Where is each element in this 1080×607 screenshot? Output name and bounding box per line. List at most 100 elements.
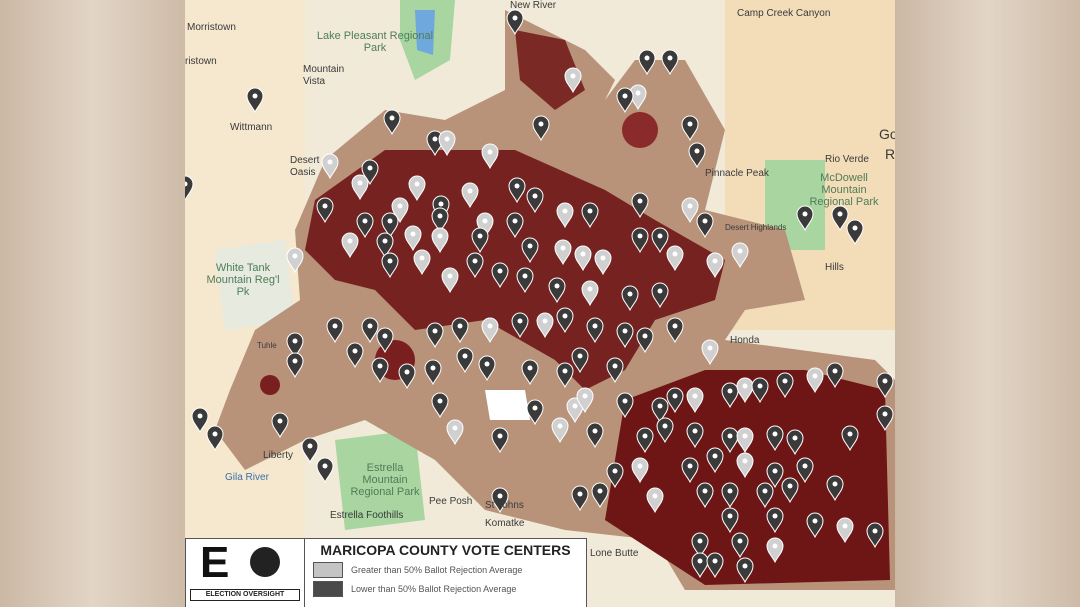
vote-center-pin-dark[interactable]	[521, 359, 539, 386]
vote-center-pin-dark[interactable]	[586, 317, 604, 344]
vote-center-pin-dark[interactable]	[766, 507, 784, 534]
map[interactable]: Morristown ristown Lake Pleasant Regiona…	[185, 0, 895, 607]
vote-center-pin-light[interactable]	[736, 452, 754, 479]
vote-center-pin-dark[interactable]	[506, 9, 524, 36]
vote-center-pin-dark[interactable]	[478, 355, 496, 382]
vote-center-pin-light[interactable]	[566, 397, 584, 424]
vote-center-pin-dark[interactable]	[286, 332, 304, 359]
vote-center-pin-dark[interactable]	[766, 462, 784, 489]
vote-center-pin-dark[interactable]	[721, 482, 739, 509]
vote-center-pin-dark[interactable]	[661, 49, 679, 76]
vote-center-pin-dark[interactable]	[681, 115, 699, 142]
vote-center-pin-light[interactable]	[551, 417, 569, 444]
vote-center-pin-light[interactable]	[574, 245, 592, 272]
vote-center-pin-dark[interactable]	[383, 109, 401, 136]
vote-center-pin-dark[interactable]	[431, 392, 449, 419]
vote-center-pin-dark[interactable]	[191, 407, 209, 434]
vote-center-pin-dark[interactable]	[846, 219, 864, 246]
vote-center-pin-light[interactable]	[404, 225, 422, 252]
vote-center-pin-dark[interactable]	[398, 363, 416, 390]
vote-center-pin-light[interactable]	[731, 242, 749, 269]
vote-center-pin-light[interactable]	[481, 317, 499, 344]
vote-center-pin-light[interactable]	[706, 252, 724, 279]
vote-center-pin-light[interactable]	[686, 387, 704, 414]
vote-center-pin-dark[interactable]	[616, 322, 634, 349]
vote-center-pin-dark[interactable]	[631, 227, 649, 254]
vote-center-pin-dark[interactable]	[806, 512, 824, 539]
vote-center-pin-dark[interactable]	[876, 405, 894, 432]
vote-center-pin-light[interactable]	[581, 280, 599, 307]
vote-center-pin-dark[interactable]	[346, 342, 364, 369]
vote-center-pin-dark[interactable]	[826, 475, 844, 502]
vote-center-pin-dark[interactable]	[651, 282, 669, 309]
vote-center-pin-light[interactable]	[481, 143, 499, 170]
vote-center-pin-dark[interactable]	[631, 192, 649, 219]
vote-center-pin-dark[interactable]	[356, 212, 374, 239]
vote-center-pin-dark[interactable]	[686, 422, 704, 449]
vote-center-pin-light[interactable]	[408, 175, 426, 202]
vote-center-pin-dark[interactable]	[376, 327, 394, 354]
vote-center-pin-dark[interactable]	[491, 487, 509, 514]
vote-center-pin-dark[interactable]	[508, 177, 526, 204]
vote-center-pin-dark[interactable]	[841, 425, 859, 452]
vote-center-pin-dark[interactable]	[571, 347, 589, 374]
vote-center-pin-light[interactable]	[681, 197, 699, 224]
vote-center-pin-dark[interactable]	[316, 197, 334, 224]
vote-center-pin-dark[interactable]	[556, 362, 574, 389]
vote-center-pin-light[interactable]	[576, 387, 594, 414]
vote-center-pin-dark[interactable]	[606, 462, 624, 489]
vote-center-pin-dark[interactable]	[666, 387, 684, 414]
vote-center-pin-light[interactable]	[736, 427, 754, 454]
vote-center-pin-dark[interactable]	[621, 285, 639, 312]
vote-center-pin-dark[interactable]	[511, 312, 529, 339]
vote-center-pin-light[interactable]	[666, 245, 684, 272]
vote-center-pin-dark[interactable]	[636, 327, 654, 354]
vote-center-pin-dark[interactable]	[751, 377, 769, 404]
vote-center-pin-light[interactable]	[701, 339, 719, 366]
vote-center-pin-light[interactable]	[321, 153, 339, 180]
vote-center-pin-dark[interactable]	[246, 87, 264, 114]
vote-center-pin-dark[interactable]	[424, 359, 442, 386]
vote-center-pin-dark[interactable]	[691, 532, 709, 559]
vote-center-pin-dark[interactable]	[616, 392, 634, 419]
vote-center-pin-dark[interactable]	[831, 205, 849, 232]
vote-center-pin-dark[interactable]	[271, 412, 289, 439]
vote-center-pin-dark[interactable]	[361, 317, 379, 344]
vote-center-pin-light[interactable]	[631, 457, 649, 484]
vote-center-pin-dark[interactable]	[651, 227, 669, 254]
vote-center-pin-dark[interactable]	[206, 425, 224, 452]
vote-center-pin-dark[interactable]	[426, 322, 444, 349]
vote-center-pin-dark[interactable]	[532, 115, 550, 142]
vote-center-pin-dark[interactable]	[381, 212, 399, 239]
vote-center-pin-dark[interactable]	[491, 427, 509, 454]
vote-center-pin-light[interactable]	[554, 239, 572, 266]
vote-center-pin-dark[interactable]	[586, 422, 604, 449]
vote-center-pin-dark[interactable]	[766, 425, 784, 452]
vote-center-pin-dark[interactable]	[506, 212, 524, 239]
vote-center-pin-dark[interactable]	[696, 212, 714, 239]
vote-center-pin-dark[interactable]	[316, 457, 334, 484]
vote-center-pin-dark[interactable]	[616, 87, 634, 114]
vote-center-pin-dark[interactable]	[691, 552, 709, 579]
vote-center-pin-dark[interactable]	[666, 317, 684, 344]
vote-center-pin-light[interactable]	[736, 377, 754, 404]
vote-center-pin-dark[interactable]	[376, 232, 394, 259]
vote-center-pin-light[interactable]	[286, 247, 304, 274]
vote-center-pin-dark[interactable]	[516, 267, 534, 294]
vote-center-pin-light[interactable]	[594, 249, 612, 276]
vote-center-pin-dark[interactable]	[781, 477, 799, 504]
vote-center-pin-light[interactable]	[536, 312, 554, 339]
vote-center-pin-dark[interactable]	[776, 372, 794, 399]
vote-center-pin-light[interactable]	[413, 249, 431, 276]
vote-center-pin-dark[interactable]	[548, 277, 566, 304]
vote-center-pin-dark[interactable]	[326, 317, 344, 344]
vote-center-pin-dark[interactable]	[471, 227, 489, 254]
vote-center-pin-dark[interactable]	[571, 485, 589, 512]
vote-center-pin-light[interactable]	[836, 517, 854, 544]
vote-center-pin-dark[interactable]	[736, 557, 754, 584]
vote-center-pin-light[interactable]	[766, 537, 784, 564]
vote-center-pin-dark[interactable]	[876, 372, 894, 399]
vote-center-pin-light[interactable]	[351, 174, 369, 201]
vote-center-pin-dark[interactable]	[556, 307, 574, 334]
vote-center-pin-dark[interactable]	[688, 142, 706, 169]
